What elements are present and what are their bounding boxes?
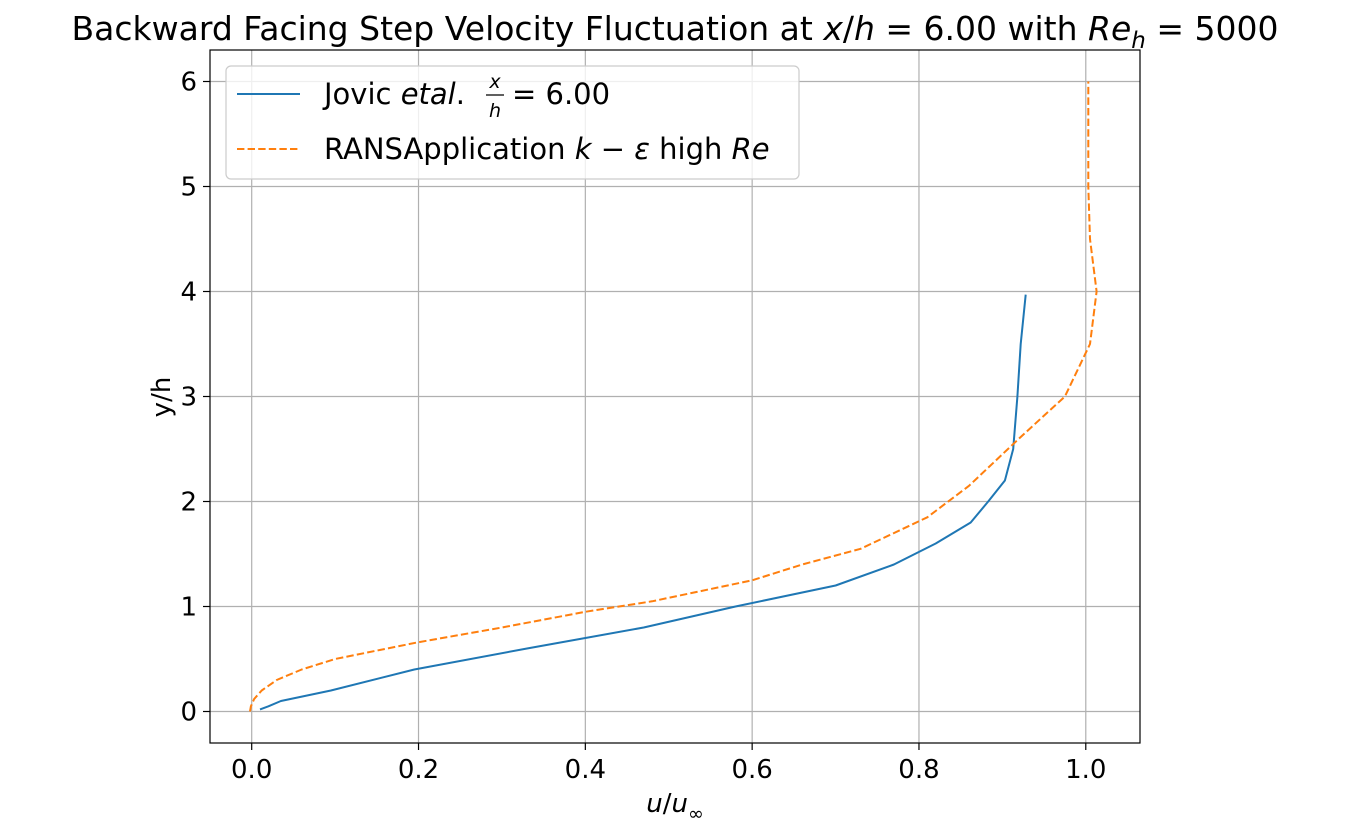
x-tick-label: 1.0 xyxy=(1065,755,1106,785)
y-tick-label: 5 xyxy=(180,173,197,203)
x-tick-label: 0.4 xyxy=(565,755,606,785)
y-tick-label: 4 xyxy=(180,278,197,308)
series-layer xyxy=(249,81,1098,712)
legend-fraction-x-over-h: x h xyxy=(486,71,504,122)
y-tick-label: 0 xyxy=(180,698,197,728)
legend: Jovic etal. x h = 6.00 RANSApplication k… xyxy=(225,65,800,180)
x-tick-label: 0.6 xyxy=(731,755,772,785)
ticks: 0.0 0.2 0.4 0.6 0.8 1.0 0 1 2 3 4 5 6 xyxy=(180,68,1106,786)
x-tick-label: 0.0 xyxy=(231,755,272,785)
legend-label-jovic-value: = 6.00 xyxy=(512,77,610,111)
series-line-rans xyxy=(249,81,1098,712)
legend-label-rans: RANSApplication k − ε high Re xyxy=(324,132,770,166)
y-axis-label: y/h xyxy=(147,377,177,418)
legend-label-jovic: Jovic etal. xyxy=(322,77,465,111)
x-tick-label: 0.2 xyxy=(398,755,439,785)
legend-box xyxy=(225,65,800,180)
y-tick-label: 1 xyxy=(180,593,197,623)
svg-text:h: h xyxy=(489,100,501,122)
y-tick-label: 6 xyxy=(180,68,197,98)
y-tick-label: 2 xyxy=(180,488,197,518)
series-line-jovic xyxy=(259,294,1027,711)
x-tick-label: 0.8 xyxy=(898,755,939,785)
svg-text:x: x xyxy=(488,71,501,93)
chart-title: Backward Facing Step Velocity Fluctuatio… xyxy=(72,9,1279,54)
x-axis-label: u/u∞ xyxy=(646,789,704,825)
y-tick-label: 3 xyxy=(180,383,197,413)
